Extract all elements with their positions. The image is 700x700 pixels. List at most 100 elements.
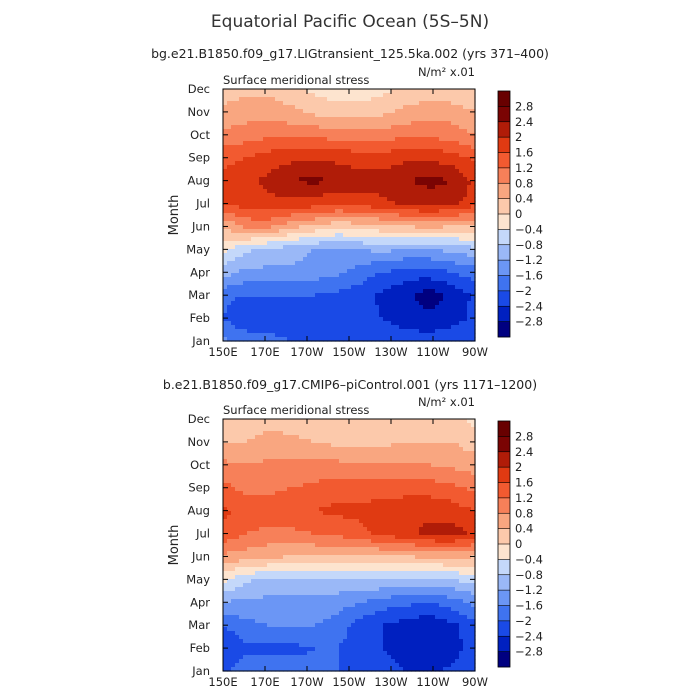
contour-cell <box>435 129 440 134</box>
contour-cell <box>263 435 268 440</box>
contour-cell <box>467 245 472 250</box>
contour-cell <box>435 89 440 94</box>
contour-cell <box>419 225 424 230</box>
contour-cell <box>407 113 412 118</box>
contour-cell <box>327 157 332 162</box>
contour-cell <box>307 153 312 158</box>
contour-cell <box>407 333 412 338</box>
contour-cell <box>283 435 288 440</box>
contour-cell <box>451 177 456 182</box>
contour-cell <box>327 471 332 476</box>
contour-cell <box>443 427 448 432</box>
contour-cell <box>259 193 264 198</box>
contour-cell <box>375 129 380 134</box>
contour-cell <box>467 301 472 306</box>
contour-cell <box>263 141 268 146</box>
contour-cell <box>359 221 364 226</box>
contour-cell <box>363 459 368 464</box>
contour-cell <box>363 273 368 278</box>
contour-cell <box>255 293 260 298</box>
contour-cell <box>243 113 248 118</box>
contour-cell <box>287 467 292 472</box>
contour-cell <box>431 217 436 222</box>
contour-cell <box>343 245 348 250</box>
contour-cell <box>335 325 340 330</box>
contour-cell <box>383 253 388 258</box>
contour-cell <box>259 277 264 282</box>
contour-cell <box>275 435 280 440</box>
contour-cell <box>411 435 416 440</box>
contour-cell <box>307 189 312 194</box>
contour-cell <box>367 229 372 234</box>
contour-cell <box>295 419 300 424</box>
contour-cell <box>459 129 464 134</box>
contour-cell <box>455 97 460 102</box>
contour-cell <box>295 329 300 334</box>
contour-cell <box>295 245 300 250</box>
contour-cell <box>447 129 452 134</box>
contour-cell <box>367 325 372 330</box>
contour-cell <box>407 451 412 456</box>
contour-cell <box>351 217 356 222</box>
contour-cell <box>375 217 380 222</box>
contour-cell <box>275 423 280 428</box>
x-tick-label: 90W <box>462 345 488 359</box>
contour-cell <box>411 121 416 126</box>
contour-cell <box>347 423 352 428</box>
contour-cell <box>439 105 444 110</box>
contour-cell <box>463 249 468 254</box>
contour-cell <box>255 169 260 174</box>
contour-cell <box>271 145 276 150</box>
contour-cell <box>443 313 448 318</box>
contour-cell <box>299 475 304 480</box>
contour-cell <box>411 289 416 294</box>
contour-cell <box>283 447 288 452</box>
contour-cell <box>303 249 308 254</box>
contour-cell <box>391 277 396 282</box>
contour-cell <box>315 281 320 286</box>
contour-cell <box>295 475 300 480</box>
contour-cell <box>451 133 456 138</box>
contour-cell <box>383 113 388 118</box>
contour-cell <box>247 137 252 142</box>
contour-cell <box>423 121 428 126</box>
contour-cell <box>279 165 284 170</box>
contour-cell <box>247 329 252 334</box>
contour-cell <box>287 325 292 330</box>
contour-cell <box>279 233 284 238</box>
contour-cell <box>399 261 404 266</box>
contour-cell <box>315 305 320 310</box>
contour-cell <box>327 289 332 294</box>
contour-cell <box>267 467 272 472</box>
contour-cell <box>391 161 396 166</box>
contour-cell <box>443 293 448 298</box>
contour-cell <box>303 423 308 428</box>
contour-cell <box>295 439 300 444</box>
contour-cell <box>235 113 240 118</box>
contour-cell <box>291 459 296 464</box>
contour-cell <box>455 313 460 318</box>
contour-cell <box>295 129 300 134</box>
contour-cell <box>319 165 324 170</box>
contour-cell <box>467 451 472 456</box>
contour-cell <box>419 443 424 448</box>
contour-cell <box>315 141 320 146</box>
contour-cell <box>423 125 428 130</box>
contour-cell <box>327 233 332 238</box>
contour-cell <box>443 301 448 306</box>
contour-cell <box>399 269 404 274</box>
contour-cell <box>259 447 264 452</box>
x-tick-label: 110W <box>416 345 449 359</box>
contour-cell <box>287 423 292 428</box>
contour-cell <box>451 277 456 282</box>
contour-cell <box>459 217 464 222</box>
contour-cell <box>331 205 336 210</box>
contour-cell <box>243 225 248 230</box>
contour-cell <box>303 309 308 314</box>
contour-cell <box>235 89 240 94</box>
contour-cell <box>411 451 416 456</box>
contour-cell <box>359 129 364 134</box>
contour-cell <box>363 201 368 206</box>
contour-cell <box>271 463 276 468</box>
contour-cell <box>455 305 460 310</box>
